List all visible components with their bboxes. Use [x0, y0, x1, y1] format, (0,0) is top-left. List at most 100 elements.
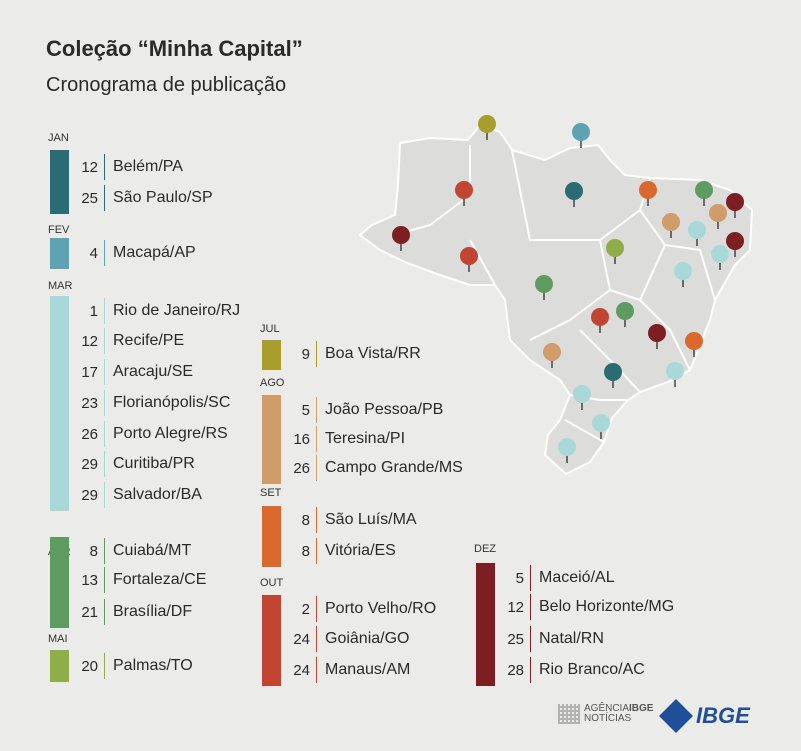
month-bar-ago [262, 395, 281, 484]
entry-day: 25 [81, 189, 98, 207]
month-bar-jan [50, 150, 69, 214]
schedule-entry: 29 Salvador/BA [68, 481, 202, 509]
entry-day: 1 [89, 302, 98, 320]
agencia-brand: IBGE [629, 703, 654, 714]
entry-city: Macapá/AP [113, 244, 196, 261]
schedule-entry: 26 Campo Grande/MS [280, 454, 463, 482]
schedule-entry: 26 Porto Alegre/RS [68, 420, 228, 448]
entry-city: Curitiba/PR [113, 455, 195, 472]
month-bar-fev [50, 238, 69, 269]
ibge-logo: IBGE [659, 699, 750, 733]
entry-day: 17 [81, 363, 98, 381]
month-bar-jul [262, 340, 281, 370]
map-outline [358, 123, 754, 476]
schedule-entry: 12 Belém/PA [68, 153, 183, 181]
agencia-ibge-logo: AGÊNCIAIBGE NOTÍCIAS [558, 704, 653, 724]
month-label-mar: MAR [48, 280, 73, 292]
map-pin-fortaleza [695, 181, 713, 206]
map-pin-palmas [606, 239, 624, 264]
schedule-entry: 21 Brasília/DF [68, 598, 192, 626]
entry-separator [104, 298, 105, 324]
entry-separator [104, 240, 105, 266]
schedule-entry: 1 Rio de Janeiro/RJ [68, 297, 240, 325]
entry-city: Rio de Janeiro/RJ [113, 302, 241, 319]
entry-city: Recife/PE [113, 332, 185, 349]
entry-day: 26 [293, 459, 310, 477]
entry-day: 8 [89, 542, 98, 560]
entry-day: 16 [293, 430, 310, 448]
entry-city: Salvador/BA [113, 486, 202, 503]
ibge-diamond-icon [659, 699, 693, 733]
map-pin-sao-paulo [604, 363, 622, 388]
map-pin-rio-branco [392, 226, 410, 251]
map-pin-rio-de-janeiro [666, 362, 684, 387]
map-pin-manaus [455, 181, 473, 206]
schedule-entry: 9 Boa Vista/RR [280, 340, 421, 368]
map-pin-joao-pessoa [709, 204, 727, 229]
entry-separator [104, 538, 105, 564]
month-label-fev: FEV [48, 224, 70, 236]
month-label-dez: DEZ [474, 543, 496, 555]
entry-day: 2 [301, 600, 310, 618]
map-pin-maceio [726, 232, 744, 257]
entry-day: 4 [89, 244, 98, 262]
entry-separator [316, 455, 317, 481]
entry-separator [316, 426, 317, 452]
entry-city: Brasília/DF [113, 603, 193, 620]
entry-separator [316, 538, 317, 564]
schedule-entry: 16 Teresina/PI [280, 425, 405, 453]
entry-day: 20 [81, 657, 98, 675]
entry-city: Porto Alegre/RS [113, 425, 228, 442]
month-bar-set [262, 506, 281, 567]
entry-day: 12 [81, 158, 98, 176]
entry-day: 21 [81, 603, 98, 621]
map-pin-macapa [572, 123, 590, 148]
map-pin-brasilia [616, 302, 634, 327]
entry-city: Porto Velho/RO [325, 600, 437, 617]
entry-city: Cuiabá/MT [113, 542, 192, 559]
entry-separator [104, 451, 105, 477]
map-pin-florianopolis [592, 414, 610, 439]
schedule-entry: 24 Goiânia/GO [280, 625, 409, 653]
entry-city: Manaus/AM [325, 661, 411, 678]
schedule-entry: 13 Fortaleza/CE [68, 566, 206, 594]
agencia-grid-icon [558, 704, 580, 724]
month-label-jul: JUL [260, 323, 280, 335]
map-pin-teresina [662, 213, 680, 238]
entry-day: 8 [301, 511, 310, 529]
entry-day: 5 [301, 401, 310, 419]
entry-city: Goiânia/GO [325, 630, 410, 647]
entry-city: Rio Branco/AC [539, 661, 645, 678]
schedule-entry: 8 Cuiabá/MT [68, 537, 191, 565]
entry-separator [104, 359, 105, 385]
map-pin-aracaju [711, 245, 729, 270]
schedule-entry: 25 Natal/RN [494, 625, 604, 653]
map-pin-cuiaba [535, 275, 553, 300]
entry-separator [104, 653, 105, 679]
entry-city: São Luís/MA [325, 511, 417, 528]
entry-separator [104, 328, 105, 354]
entry-city: Palmas/TO [113, 657, 193, 674]
schedule-entry: 28 Rio Branco/AC [494, 656, 645, 684]
entry-day: 29 [81, 486, 98, 504]
schedule-entry: 12 Belo Horizonte/MG [494, 593, 674, 621]
schedule-entry: 17 Aracaju/SE [68, 358, 193, 386]
schedule-entry: 29 Curitiba/PR [68, 450, 195, 478]
entry-separator [104, 421, 105, 447]
map-pin-salvador [674, 262, 692, 287]
schedule-entry: 8 Vitória/ES [280, 537, 396, 565]
entry-city: Aracaju/SE [113, 363, 194, 380]
agencia-line2: NOTÍCIAS [584, 713, 632, 724]
entry-separator [104, 154, 105, 180]
entry-city: Belo Horizonte/MG [539, 598, 675, 615]
entry-city: Belém/PA [113, 158, 183, 175]
schedule-entry: 23 Florianópolis/SC [68, 389, 230, 417]
month-bar-mai [50, 650, 69, 682]
entry-day: 24 [293, 630, 310, 648]
month-bar-mar [50, 296, 69, 511]
entry-city: Florianópolis/SC [113, 394, 231, 411]
map-pin-porto-velho [460, 247, 478, 272]
map-pin-belo-horizonte [648, 324, 666, 349]
map-pin-boa-vista [478, 115, 496, 140]
